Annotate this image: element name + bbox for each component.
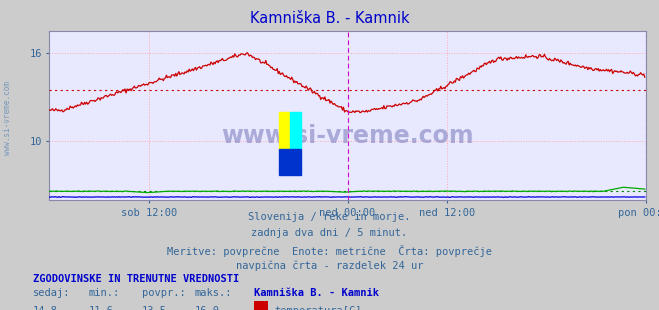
Text: navpična črta - razdelek 24 ur: navpična črta - razdelek 24 ur bbox=[236, 261, 423, 271]
Text: sedaj:: sedaj: bbox=[33, 288, 71, 298]
Text: www.si-vreme.com: www.si-vreme.com bbox=[221, 124, 474, 148]
Text: zadnja dva dni / 5 minut.: zadnja dva dni / 5 minut. bbox=[251, 228, 408, 238]
Text: 13,5: 13,5 bbox=[142, 306, 167, 310]
Text: Kamniška B. - Kamnik: Kamniška B. - Kamnik bbox=[250, 11, 409, 26]
Text: Meritve: povprečne  Enote: metrične  Črta: povprečje: Meritve: povprečne Enote: metrične Črta:… bbox=[167, 245, 492, 257]
Text: ZGODOVINSKE IN TRENUTNE VREDNOSTI: ZGODOVINSKE IN TRENUTNE VREDNOSTI bbox=[33, 274, 239, 284]
Text: www.si-vreme.com: www.si-vreme.com bbox=[3, 81, 13, 155]
Text: 11,6: 11,6 bbox=[89, 306, 114, 310]
Text: maks.:: maks.: bbox=[194, 288, 232, 298]
Text: min.:: min.: bbox=[89, 288, 120, 298]
Text: temperatura[C]: temperatura[C] bbox=[275, 306, 362, 310]
Text: 14,8: 14,8 bbox=[33, 306, 58, 310]
Bar bbox=[290, 112, 301, 149]
Text: 16,0: 16,0 bbox=[194, 306, 219, 310]
Bar bbox=[279, 112, 290, 149]
Text: Kamniška B. - Kamnik: Kamniška B. - Kamnik bbox=[254, 288, 379, 298]
Text: povpr.:: povpr.: bbox=[142, 288, 185, 298]
Text: Slovenija / reke in morje.: Slovenija / reke in morje. bbox=[248, 212, 411, 222]
Bar bbox=[279, 149, 301, 175]
